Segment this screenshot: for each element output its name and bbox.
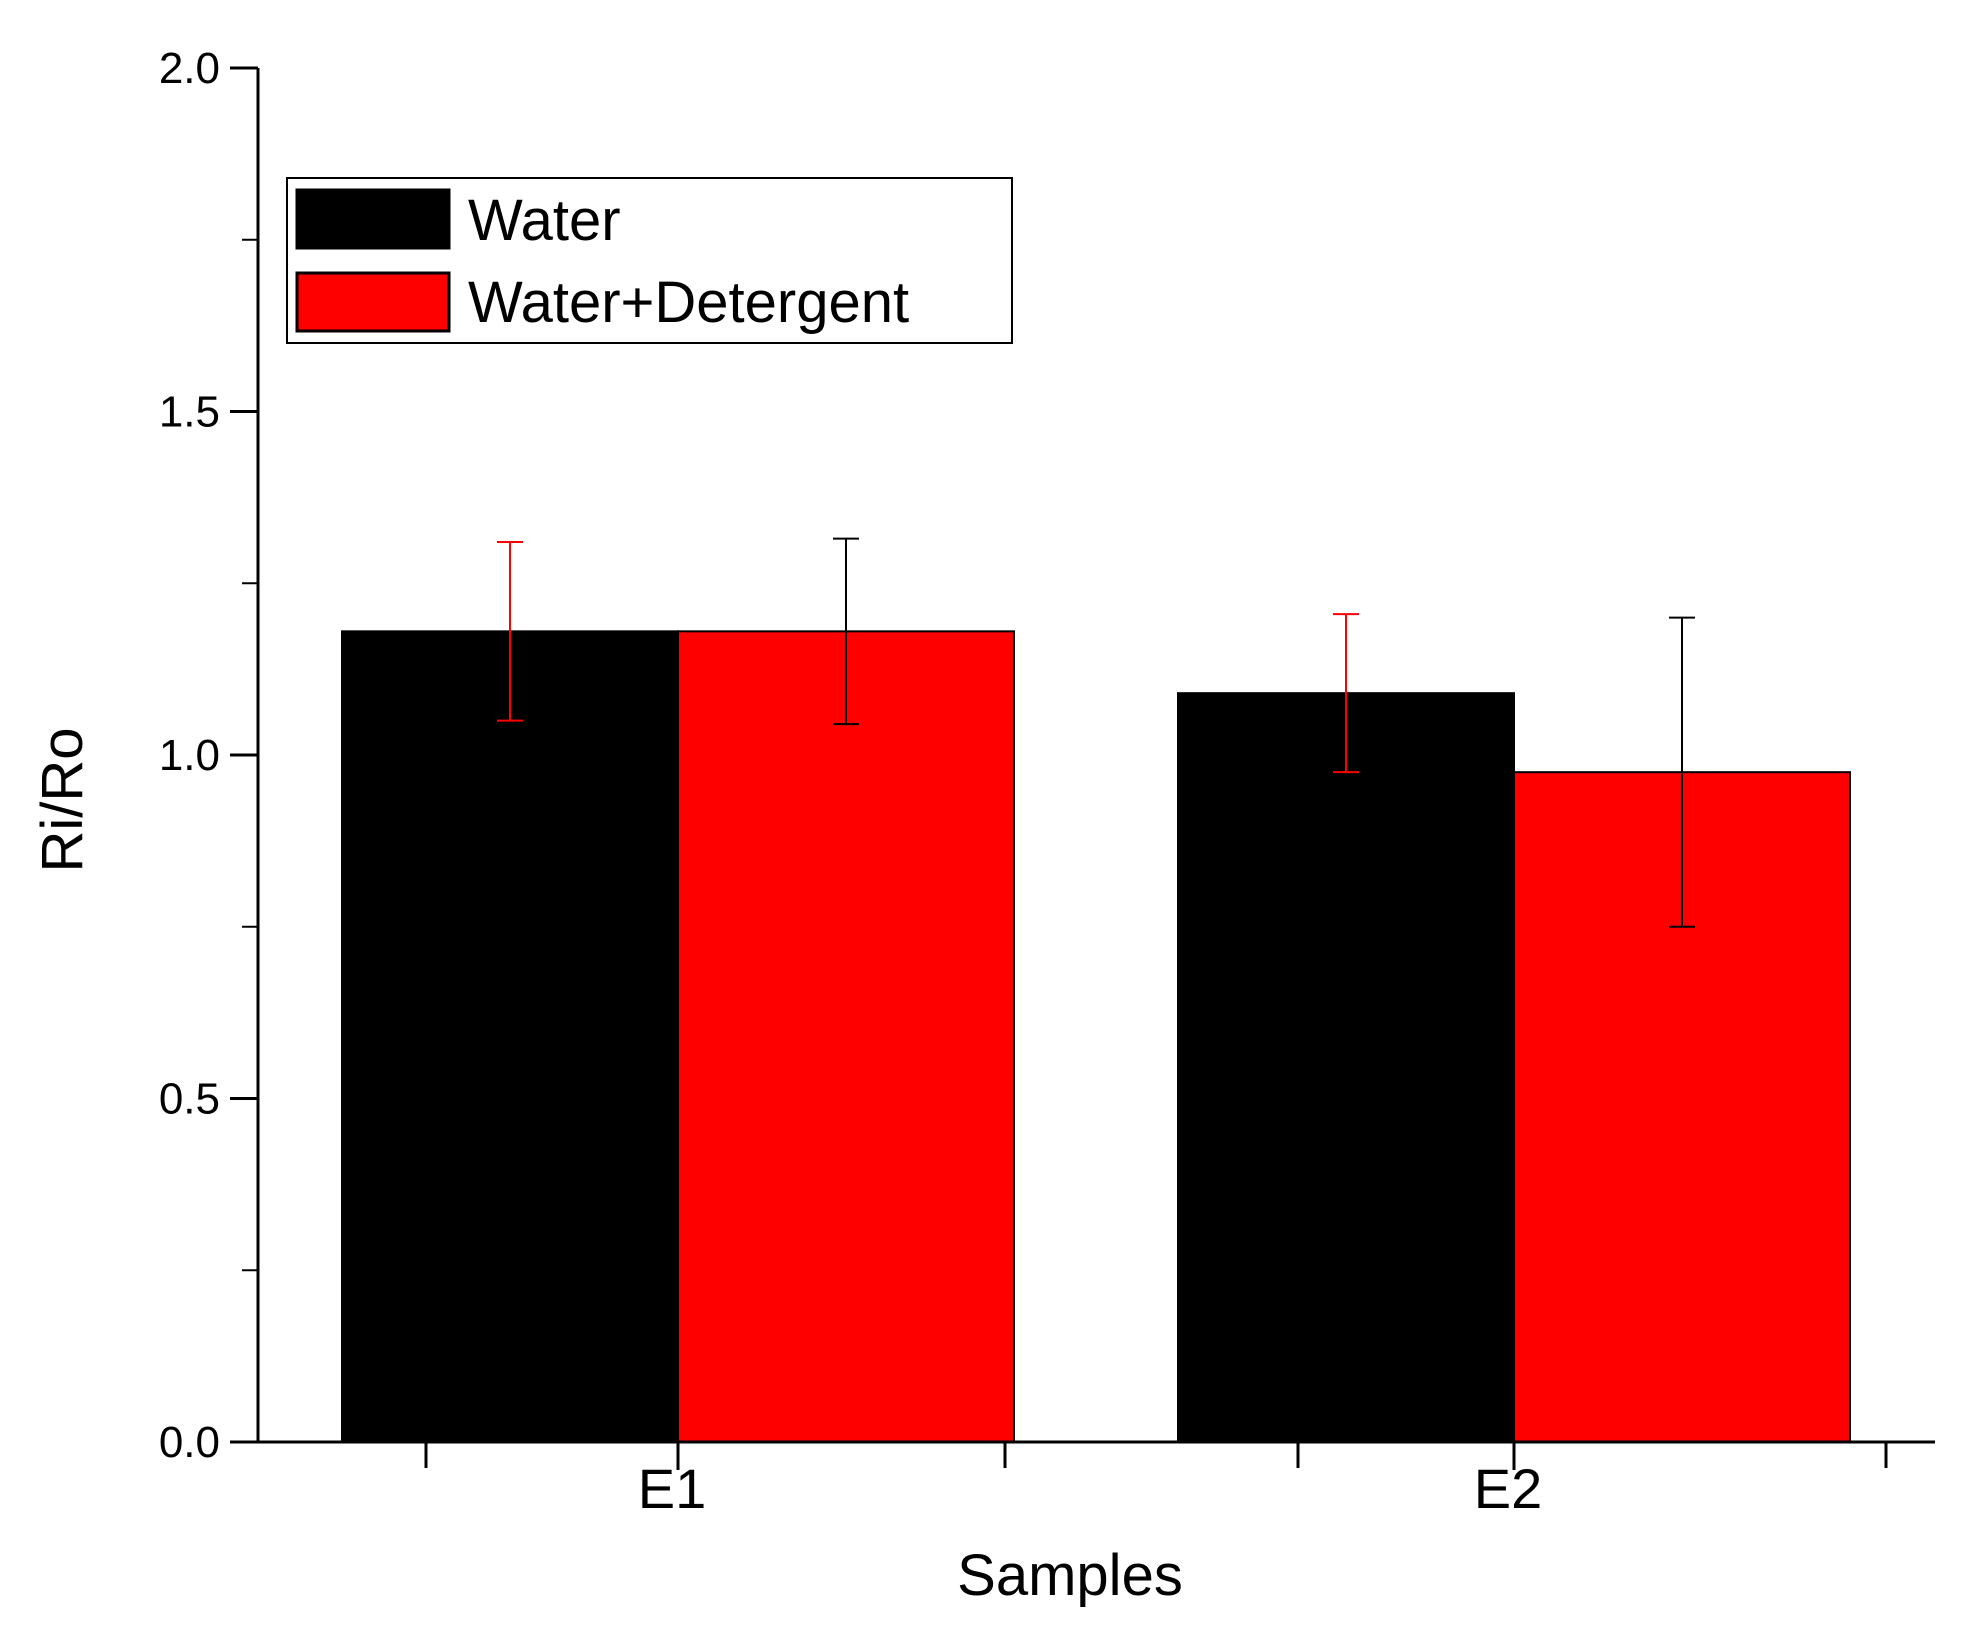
legend-label-water: Water [468,188,621,253]
y-tick-label: 1.0 [159,731,220,780]
legend-label-water-detergent: Water+Detergent [468,270,909,335]
bar-e1-water [341,630,679,1443]
legend: Water Water+Detergent [286,177,1013,344]
x-tick-label-e1: E1 [638,1457,707,1520]
y-tick-label: 2.0 [159,44,220,93]
y-axis-title: Ri/Ro [30,727,95,872]
y-tick-label: 0.0 [159,1418,220,1467]
x-tick-label-e2: E2 [1474,1457,1543,1520]
bars-layer [341,630,1851,1443]
y-tick-label: 1.5 [159,388,220,437]
error-bars-layer [497,537,1695,928]
legend-swatch-water-detergent [295,271,451,333]
axes-layer [230,66,1935,1470]
legend-swatch-water [295,188,451,250]
bar-e2-water [1177,692,1515,1443]
labels-layer: 0.0 0.5 1.0 1.5 2.0 E1 E2 [159,44,1542,1520]
x-axis-title: Samples [957,1543,1183,1608]
y-tick-label: 0.5 [159,1075,220,1124]
bar-e1-water-detergent [677,630,1015,1443]
